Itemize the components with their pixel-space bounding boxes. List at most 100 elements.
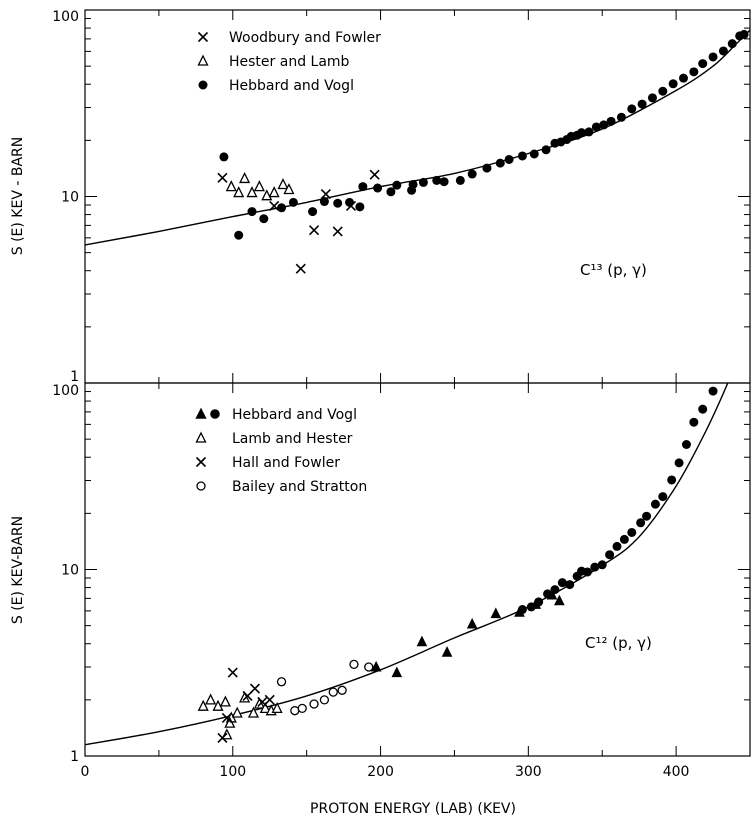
data-point-filled-circle (373, 183, 383, 193)
data-point-cross (369, 169, 380, 180)
data-point-filled-circle (541, 145, 551, 155)
data-point-cross (217, 732, 228, 743)
x-tick-label: 0 (81, 764, 90, 780)
data-point-filled-circle (557, 578, 567, 588)
data-point-filled-circle (718, 46, 728, 56)
data-point-filled-circle (708, 52, 718, 62)
top-reaction-label: C¹³ (p, γ) (580, 261, 647, 279)
data-point-filled-triangle (490, 607, 502, 619)
data-point-filled-circle (668, 79, 678, 89)
data-point-filled-circle (739, 29, 749, 39)
data-point-open-triangle (247, 706, 260, 718)
legend-item: Woodbury and Fowler (197, 30, 381, 46)
top-y-axis-label: S (E) KEV - BARN (10, 137, 26, 256)
top-axis-ticks: 1 10 100 (52, 9, 751, 385)
data-point-filled-circle (637, 99, 647, 109)
data-point-filled-circle (495, 158, 505, 168)
data-point-filled-circle (727, 39, 737, 49)
data-point-filled-circle (247, 207, 257, 217)
data-point-open-triangle (224, 716, 236, 728)
data-point-open-circle (309, 699, 319, 709)
data-point-open-circle (349, 659, 359, 670)
data-point-filled-circle (345, 197, 355, 207)
data-point-filled-circle (308, 207, 318, 217)
data-point-cross (195, 456, 207, 468)
data-point-cross (295, 263, 306, 274)
y-tick-label: 100 (52, 9, 79, 25)
data-point-filled-circle (627, 527, 637, 537)
data-point-open-triangle (225, 180, 237, 192)
data-point-filled-circle (504, 154, 514, 164)
data-point-filled-circle (591, 122, 601, 132)
data-point-filled-circle (259, 214, 269, 224)
data-point-cross (217, 172, 228, 183)
data-point-filled-circle (667, 475, 677, 485)
data-point-cross (320, 189, 331, 200)
data-point-filled-circle (517, 605, 527, 615)
data-point-filled-circle (198, 80, 208, 90)
data-point-filled-circle (319, 197, 329, 207)
data-point-open-triangle (268, 186, 280, 198)
legend-label: Bailey and Stratton (232, 479, 367, 495)
data-point-filled-circle (529, 149, 539, 159)
legend-label: Hester and Lamb (229, 54, 350, 70)
data-point-filled-circle (418, 177, 428, 187)
bottom-legend: Hebbard and Vogl Lamb and Hester Hall and … (195, 407, 367, 495)
data-point-filled-circle (517, 151, 527, 161)
y-tick-label: 1 (70, 369, 79, 385)
legend-item: Hebbard and Vogl (195, 407, 357, 423)
data-point-filled-circle (288, 197, 298, 207)
legend-item: Lamb and Hester (195, 431, 353, 447)
data-point-cross (332, 226, 343, 237)
data-point-open-triangle (233, 186, 245, 198)
data-point-filled-circle (277, 203, 287, 213)
data-point-filled-circle (333, 198, 343, 208)
data-point-open-triangle (212, 699, 224, 711)
data-point-filled-circle (606, 116, 616, 126)
data-point-filled-circle (386, 187, 396, 197)
data-point-filled-circle (526, 602, 536, 612)
data-point-filled-circle (577, 128, 587, 138)
data-point-open-triangle (283, 183, 295, 195)
data-point-filled-circle (534, 597, 544, 607)
data-point-cross (221, 712, 232, 723)
data-point-filled-circle (355, 202, 365, 212)
data-point-open-circle (319, 695, 330, 705)
data-point-filled-circle (616, 112, 626, 122)
data-point-filled-circle (219, 152, 229, 162)
data-point-filled-triangle (466, 617, 478, 629)
data-point-filled-circle (358, 182, 368, 192)
data-point-cross (257, 696, 268, 707)
legend-item: Bailey and Stratton (196, 479, 367, 495)
data-point-open-triangle (261, 189, 273, 201)
data-point-filled-circle (698, 59, 708, 69)
data-point-filled-circle (210, 409, 220, 419)
data-point-filled-triangle (195, 407, 207, 419)
data-point-open-circle (297, 703, 307, 714)
data-point-open-triangle (197, 54, 209, 66)
data-point-filled-triangle (370, 660, 382, 672)
data-point-filled-circle (439, 177, 449, 187)
data-point-filled-circle (582, 567, 592, 577)
y-tick-label: 1 (70, 749, 79, 765)
x-tick-label: 300 (515, 764, 542, 780)
data-point-cross (227, 667, 238, 678)
y-tick-label: 10 (61, 563, 79, 579)
data-point-filled-circle (590, 562, 600, 572)
data-point-open-triangle (239, 171, 251, 184)
x-tick-label: 100 (219, 764, 246, 780)
data-point-open-triangle (219, 695, 231, 707)
data-point-cross (264, 694, 275, 705)
data-point-filled-circle (679, 73, 688, 83)
data-point-filled-circle (543, 589, 553, 599)
data-point-filled-circle (689, 417, 699, 427)
data-point-open-circle (276, 677, 287, 687)
y-tick-label: 10 (61, 190, 79, 206)
legend-label: Hall and Fowler (232, 455, 340, 471)
data-point-filled-circle (674, 458, 684, 468)
data-point-open-triangle (277, 178, 289, 190)
data-point-filled-circle (658, 86, 668, 96)
legend-label: Lamb and Hester (232, 431, 353, 447)
data-point-filled-circle (482, 163, 492, 173)
